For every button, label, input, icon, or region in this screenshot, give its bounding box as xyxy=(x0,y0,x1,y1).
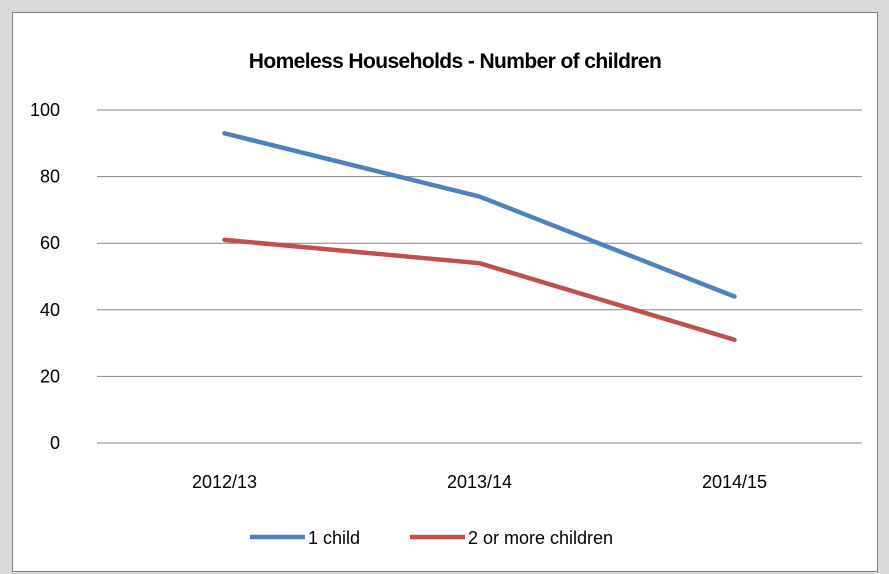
series-lines xyxy=(222,131,737,343)
chart-title: Homeless Households - Number of children xyxy=(249,50,661,73)
x-tick-label: 2013/14 xyxy=(447,472,512,492)
y-axis-ticks: 0 20 40 60 80 100 xyxy=(30,100,60,453)
series-line-1 xyxy=(222,131,737,299)
x-tick-label: 2014/15 xyxy=(702,472,767,492)
y-tick-label: 40 xyxy=(40,300,60,320)
x-tick-label: 2012/13 xyxy=(192,472,257,492)
y-tick-label: 60 xyxy=(40,233,60,253)
legend: 1 child 2 or more children xyxy=(250,528,613,548)
legend-label-1: 1 child xyxy=(308,528,360,548)
y-tick-label: 80 xyxy=(40,167,60,187)
legend-label-2: 2 or more children xyxy=(468,528,613,548)
y-tick-label: 100 xyxy=(30,100,60,120)
y-tick-label: 20 xyxy=(40,366,60,386)
series-line-2 xyxy=(222,237,737,343)
y-tick-label: 0 xyxy=(50,433,60,453)
gridlines xyxy=(97,109,862,444)
chart-frame xyxy=(12,12,878,572)
x-axis-ticks: 2012/13 2013/14 2014/15 xyxy=(192,472,767,492)
